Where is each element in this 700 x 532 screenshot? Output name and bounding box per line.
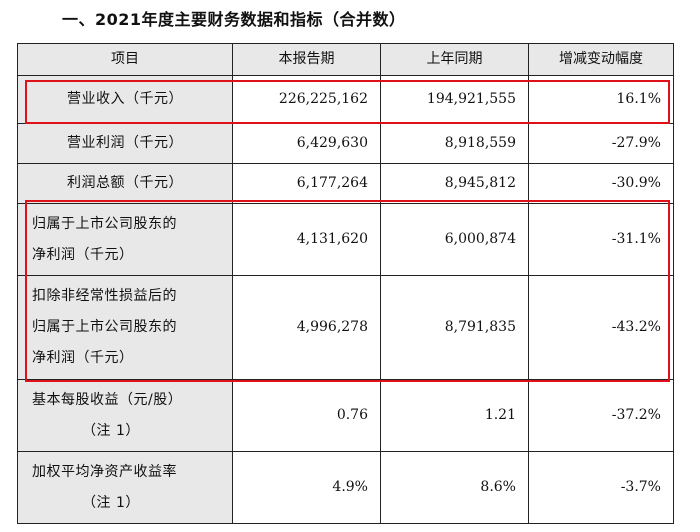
table-row: 营业收入（千元） 226,225,162 194,921,555 16.1%	[17, 75, 674, 124]
cell-current: 0.76	[232, 379, 381, 452]
row-label-line: 归属于上市公司股东的	[32, 319, 177, 335]
row-label-net-profit: 归属于上市公司股东的 净利润（千元）	[17, 203, 233, 276]
cell-change: 16.1%	[528, 75, 674, 124]
header-current-period: 本报告期	[232, 43, 381, 76]
table-row: 利润总额（千元） 6,177,264 8,945,812 -30.9%	[17, 163, 674, 204]
cell-previous: 194,921,555	[380, 75, 529, 124]
row-label-line: （注 1）	[82, 494, 140, 511]
row-label-revenue: 营业收入（千元）	[17, 75, 233, 124]
cell-current: 4,996,278	[232, 275, 381, 380]
financial-data-table: 项目 本报告期 上年同期 增减变动幅度 营业收入（千元） 226,225,162…	[17, 43, 674, 524]
header-item: 项目	[17, 43, 233, 76]
cell-previous: 8,791,835	[380, 275, 529, 380]
table-row: 扣除非经常性损益后的 归属于上市公司股东的 净利润（千元） 4,996,278 …	[17, 275, 674, 380]
header-change: 增减变动幅度	[528, 43, 674, 76]
cell-previous: 8.6%	[380, 451, 529, 524]
table-row: 营业利润（千元） 6,429,630 8,918,559 -27.9%	[17, 123, 674, 164]
row-label-operating-profit: 营业利润（千元）	[17, 123, 233, 164]
section-heading: 一、2021年度主要财务数据和指标（合并数）	[62, 10, 406, 29]
row-label-adjusted-net-profit: 扣除非经常性损益后的 归属于上市公司股东的 净利润（千元）	[17, 275, 233, 380]
cell-previous: 8,945,812	[380, 163, 529, 204]
row-label-line: 净利润（千元）	[32, 246, 134, 263]
row-label-roe: 加权平均净资产收益率 （注 1）	[17, 451, 233, 524]
cell-current: 4.9%	[232, 451, 381, 524]
row-label-line: 净利润（千元）	[32, 350, 134, 366]
cell-change: -31.1%	[528, 203, 674, 276]
cell-previous: 8,918,559	[380, 123, 529, 164]
row-label-line: 扣除非经常性损益后的	[32, 288, 177, 304]
row-label-line: 基本每股收益（元/股）	[32, 391, 183, 408]
cell-change: -43.2%	[528, 275, 674, 380]
cell-current: 6,177,264	[232, 163, 381, 204]
row-label-line: 归属于上市公司股东的	[32, 215, 177, 232]
row-label-total-profit: 利润总额（千元）	[17, 163, 233, 204]
row-label-line: （注 1）	[82, 422, 140, 439]
cell-change: -3.7%	[528, 451, 674, 524]
row-label-eps: 基本每股收益（元/股） （注 1）	[17, 379, 233, 452]
cell-current: 4,131,620	[232, 203, 381, 276]
cell-current: 226,225,162	[232, 75, 381, 124]
header-previous-period: 上年同期	[380, 43, 529, 76]
cell-change: -37.2%	[528, 379, 674, 452]
table-row: 基本每股收益（元/股） （注 1） 0.76 1.21 -37.2%	[17, 379, 674, 452]
cell-previous: 1.21	[380, 379, 529, 452]
cell-change: -30.9%	[528, 163, 674, 204]
table-row: 归属于上市公司股东的 净利润（千元） 4,131,620 6,000,874 -…	[17, 203, 674, 276]
cell-current: 6,429,630	[232, 123, 381, 164]
row-label-line: 加权平均净资产收益率	[32, 463, 177, 480]
table-row: 加权平均净资产收益率 （注 1） 4.9% 8.6% -3.7%	[17, 451, 674, 524]
cell-previous: 6,000,874	[380, 203, 529, 276]
table-header-row: 项目 本报告期 上年同期 增减变动幅度	[17, 43, 674, 76]
cell-change: -27.9%	[528, 123, 674, 164]
